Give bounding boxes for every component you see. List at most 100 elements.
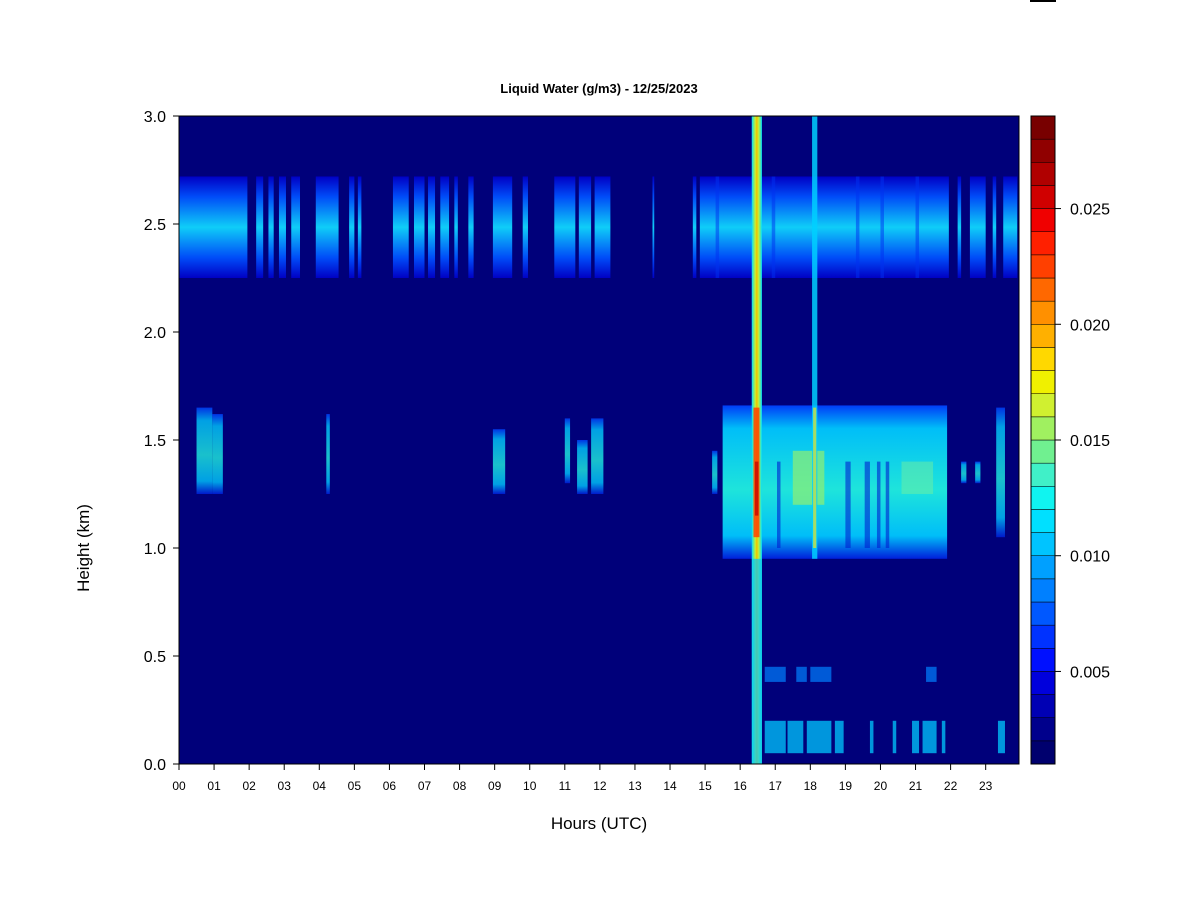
upper-layer-stripe [855,176,860,278]
upper-layer-segment [315,176,339,278]
upper-layer-segment [392,176,409,278]
x-tick-label: 11 [559,779,572,793]
x-tick-label: 14 [663,779,677,793]
upper-layer-stripe [771,176,776,278]
lower-layer-patch [564,418,571,484]
lower-layer-patch [196,407,213,494]
colorbar-segment [1030,208,1056,232]
lower-layer-patch [492,429,506,494]
x-tick-label: 20 [874,779,888,793]
x-tick-label: 07 [418,779,432,793]
colorbar-segment [1030,162,1056,186]
colorbar-segment [1030,578,1056,603]
y-axis-label: Height (km) [74,504,93,592]
x-tick-label: 21 [909,779,923,793]
upper-layer-segment [468,176,474,278]
lower-layer-patch [591,418,604,494]
lower-cloud-core [901,461,934,494]
lower-layer-patch [712,450,718,494]
colorbar-tick-label: 0.010 [1070,549,1110,566]
upper-layer-segment [1003,176,1018,278]
y-tick-label: 2.0 [144,325,166,342]
x-tick-label: 08 [453,779,467,793]
chart-title: Liquid Water (g/m3) - 12/25/2023 [500,81,697,96]
y-tick-label: 0.5 [144,649,166,666]
upper-layer-segment [413,176,425,278]
upper-layer-segment [699,176,949,278]
colorbar-segment [1030,416,1056,441]
x-tick-label: 12 [593,779,607,793]
streak-16h-max [754,461,759,516]
lower-layer-patch [212,414,223,494]
x-tick-label: 19 [839,779,853,793]
colorbar-segment [1030,532,1056,556]
x-axis: 00 01 02 03 04 05 06 07 08 09 10 11 12 13 14 15 16 17 18 19… [172,764,993,793]
lower-layer-patch [577,440,588,494]
upper-layer-stripe [915,176,920,278]
x-tick-label: 06 [383,779,397,793]
colorbar-segment [1030,324,1056,348]
colorbar-tick-label: 0.025 [1070,202,1110,219]
colorbar-segment [1030,231,1056,256]
surface-speckle [997,720,1005,754]
plot-area [179,116,1019,764]
surface-speckle [869,720,874,754]
corner-mark [1030,0,1056,2]
lower-cloud-gap [845,461,851,548]
lower-layer-patch [326,414,330,494]
surface-speckle [941,720,946,754]
colorbar-segment [1030,671,1056,695]
upper-layer-segment [692,176,697,278]
colorbar-segment [1030,277,1056,302]
column-18h-core [813,407,817,548]
upper-layer-stripe [715,176,720,278]
upper-layer-segment [428,176,436,278]
surface-speckle [764,720,786,754]
x-tick-label: 18 [804,779,818,793]
lower-layer-patch [961,461,967,484]
colorbar-tick-label: 0.005 [1070,664,1110,681]
lower-cloud-gap [876,461,881,548]
x-tick-label: 22 [944,779,958,793]
colorbar-segment [1030,717,1056,742]
surface-speckle [787,720,804,754]
x-tick-label: 15 [698,779,712,793]
x-tick-label: 04 [313,779,327,793]
colorbar [1030,115,1056,765]
upper-layer-segment [578,176,592,278]
x-tick-label: 02 [242,779,256,793]
surface-speckle [912,720,920,754]
upper-layer-segment [357,176,362,278]
y-tick-label: 0.0 [144,757,166,774]
colorbar-segment [1030,694,1056,718]
upper-layer-segment [957,176,962,278]
lower-cloud-gap [776,461,781,548]
upper-layer-segment [256,176,264,278]
y-tick-label: 1.0 [144,541,166,558]
column-18h [812,116,818,559]
colorbar-segment [1030,115,1056,140]
upper-layer-segment [594,176,611,278]
surface-speckle [922,720,937,754]
upper-layer-segment [522,176,528,278]
x-tick-label: 17 [769,779,783,793]
upper-layer-segment [492,176,513,278]
y-tick-label: 1.5 [144,433,166,450]
surface-speckle [926,666,937,682]
upper-layer-segment [652,176,655,278]
colorbar-segment [1030,393,1056,418]
lower-cloud-gap [864,461,870,548]
colorbar-segment [1030,740,1056,765]
surface-speckle [796,666,807,682]
upper-layer-segment [278,176,286,278]
upper-layer-segment [440,176,450,278]
colorbar-segment [1030,370,1056,394]
surface-speckle [810,666,832,682]
upper-layer-segment [554,176,576,278]
surface-speckle [764,666,786,682]
y-axis: 0.0 0.5 1.0 1.5 2.0 2.5 3.0 [144,109,179,774]
surface-speckle [892,720,897,754]
colorbar-segment [1030,624,1056,649]
streak-16h-lower [752,558,762,764]
